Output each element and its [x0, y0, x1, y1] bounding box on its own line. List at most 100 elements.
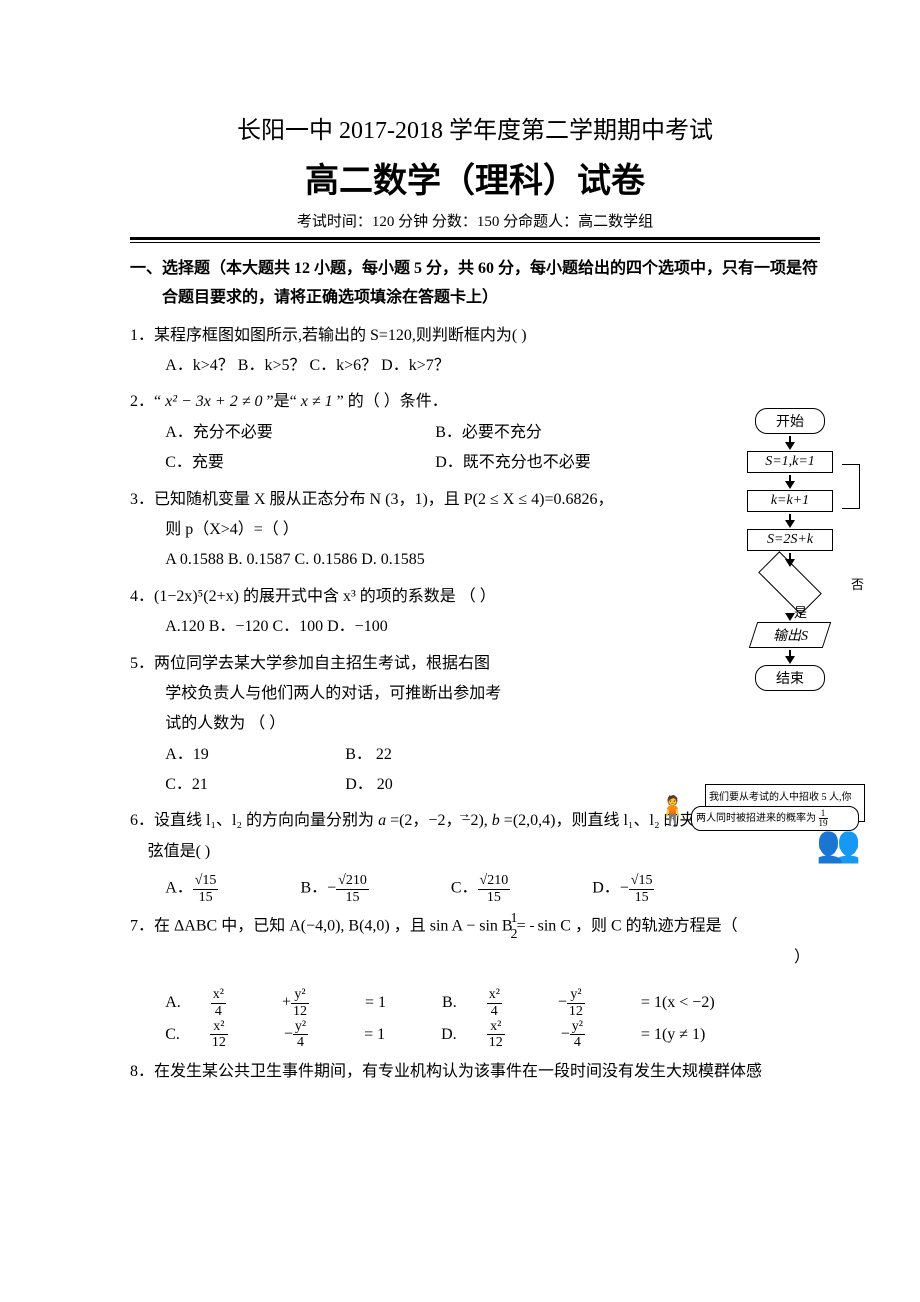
- question-2: 2．“ x² − 3x + 2 ≠ 0 ”是“ x ≠ 1 ” 的（ ）条件． …: [130, 387, 820, 478]
- q2-pre: 2．“: [130, 393, 161, 410]
- q6B-den: 15: [336, 890, 369, 905]
- q6-b: b: [492, 812, 500, 829]
- q7-l1b: sin C ，则 C 的轨迹方程是（: [538, 918, 738, 935]
- q7-optA: A. x²4 +y²12 = 1: [165, 987, 412, 1019]
- q6D-den: 15: [629, 890, 655, 905]
- question-8: 8．在发生某公共卫生事件期间，有专业机构认为该事件在一段时间没有发生大规模群体感: [130, 1057, 820, 1087]
- flowchart-output: 输出S: [749, 622, 831, 648]
- q7A-xd: 4: [211, 1004, 226, 1019]
- q1-stem: 1．某程序框图如图所示,若输出的 S=120,则判断框内为( ): [165, 321, 820, 351]
- flowchart-end: 结束: [755, 665, 825, 691]
- q6-optC: C．√21015: [451, 873, 562, 905]
- q6-optB: B．−√21015: [300, 873, 420, 905]
- q7-l1a: 7．在 ΔABC 中，已知 A(−4,0), B(4,0) ，且 sin A −…: [130, 918, 526, 935]
- question-5: 5．两位同学去某大学参加自主招生考试，根据右图 学校负责人与他们两人的对话，可推…: [130, 649, 820, 801]
- q7-close-paren: ）: [130, 943, 810, 973]
- q7A-xn: x²: [211, 987, 226, 1003]
- q7-frac-d: 2: [530, 927, 534, 942]
- q7D-yd: 4: [570, 1035, 585, 1050]
- question-7: 7．在 ΔABC 中，已知 A(−4,0), B(4,0) ，且 sin A −…: [130, 911, 820, 1051]
- q5-optB: B． 22: [345, 740, 392, 770]
- q5-l3: 试的人数为 （ ）: [165, 709, 820, 739]
- q6A-den: 15: [193, 890, 219, 905]
- arrow-icon: [785, 520, 795, 528]
- bubble2-text: 两人同时被招进来的概率为: [696, 813, 816, 824]
- q5-l2: 学校负责人与他们两人的对话，可推断出参加考: [165, 679, 820, 709]
- vector-b-icon: b: [492, 812, 500, 829]
- flowchart-output-text: 输出S: [773, 625, 808, 645]
- flowchart-step1: k=k+1: [747, 490, 833, 512]
- q5-optD: D． 20: [345, 770, 393, 800]
- q7C-yd: 4: [293, 1035, 308, 1050]
- q2-optD: D．既不充分也不必要: [435, 448, 591, 478]
- q7A-post: = 1: [365, 988, 386, 1018]
- q7B-yd: 12: [567, 1004, 585, 1019]
- q7-stem: 7．在 ΔABC 中，已知 A(−4,0), B(4,0) ，且 sin A −…: [165, 911, 820, 943]
- q6-optA: A．√1515: [165, 873, 270, 905]
- q7B-xn: x²: [487, 987, 502, 1003]
- q6C-num: √210: [478, 873, 511, 889]
- q7D-yn: y²: [570, 1019, 585, 1035]
- q7B-pre: B.: [442, 988, 457, 1018]
- q1-options: A．k>4？ B．k>5？ C．k>6？ D．k>7？: [165, 351, 820, 381]
- q4-stem: 4．(1−2x)⁵(2+x) 的展开式中含 x³ 的项的系数是 （ ）: [165, 582, 820, 612]
- q7D-xn: x²: [487, 1019, 505, 1035]
- q7-frac-n: 1: [530, 911, 534, 927]
- q7-optB: B. x²4 −y²12 = 1(x < −2): [442, 987, 741, 1019]
- flowchart-yes-label: 是: [794, 602, 807, 621]
- vector-a-icon: a: [378, 812, 386, 829]
- section-1-heading: 一、选择题（本大题共 12 小题，每小题 5 分，共 60 分，每小题给出的四个…: [162, 255, 820, 313]
- q6A-num: √15: [193, 873, 219, 889]
- q7D-pre: D.: [441, 1020, 457, 1050]
- flowchart-figure: 开始 S=1,k=1 k=k+1 S=2S+k 否 是 输出S 结束: [730, 408, 850, 693]
- q2-post: ” 的（ ）条件．: [337, 393, 448, 410]
- q6D-num: √15: [629, 873, 655, 889]
- flowchart-init: S=1,k=1: [747, 451, 833, 473]
- q6-a-val: =(2，−2，−2),: [390, 812, 488, 829]
- flowchart-step2: S=2S+k: [747, 529, 833, 551]
- q2-optB: B．必要不充分: [435, 418, 542, 448]
- q6B-num: √210: [336, 873, 369, 889]
- q7A-pre: A.: [165, 988, 181, 1018]
- q4-options: A.120 B．−120 C．100 D．−100: [165, 612, 820, 642]
- q7B-xd: 4: [487, 1004, 502, 1019]
- arrow-icon: [785, 442, 795, 450]
- flowchart-no-label: 否: [851, 574, 864, 593]
- q3-l1: 3．已知随机变量 X 服从正态分布 N (3，1)，且 P(2 ≤ X ≤ 4)…: [165, 485, 820, 515]
- person-right-icon: 👥: [816, 826, 861, 862]
- q6-a: a: [378, 812, 386, 829]
- q2-expr1: x² − 3x + 2 ≠ 0: [165, 393, 262, 410]
- q2-stem: 2．“ x² − 3x + 2 ≠ 0 ”是“ x ≠ 1 ” 的（ ）条件．: [165, 387, 820, 417]
- exam-meta: 考试时间：120 分钟 分数：150 分命题人：高二数学组: [130, 210, 820, 231]
- question-4: 4．(1−2x)⁵(2+x) 的展开式中含 x³ 的项的系数是 （ ） A.12…: [130, 582, 820, 643]
- flowchart-start: 开始: [755, 408, 825, 434]
- q7-optD: D. x²12 −y²4 = 1(y ≠ 1): [441, 1019, 731, 1051]
- q7C-pre: C.: [165, 1020, 180, 1050]
- q5-optA: A．19: [165, 740, 315, 770]
- arrow-icon: [785, 481, 795, 489]
- q7C-xd: 12: [210, 1035, 228, 1050]
- q3-l2: 则 p（X>4）=（ ）: [165, 515, 820, 545]
- arrow-icon: [785, 656, 795, 664]
- q2-optC: C．充要: [165, 448, 405, 478]
- question-1: 1．某程序框图如图所示,若输出的 S=120,则判断框内为( ) A．k>4？ …: [130, 321, 820, 382]
- q7D-post: = 1(y ≠ 1): [641, 1020, 705, 1050]
- school-title: 长阳一中 2017-2018 学年度第二学期期中考试: [130, 110, 820, 145]
- q7-optC: C. x²12 −y²4 = 1: [165, 1019, 411, 1051]
- q7B-yn: y²: [567, 987, 585, 1003]
- q6-pre: 6．设直线 l₁、l₂ 的方向向量分别为: [130, 812, 374, 829]
- q7C-xn: x²: [210, 1019, 228, 1035]
- q7B-post: = 1(x < −2): [641, 988, 715, 1018]
- person-left-icon: 🧍: [655, 798, 690, 826]
- q7A-yn: y²: [291, 987, 309, 1003]
- q5-optC: C．21: [165, 770, 315, 800]
- q2-expr2: x ≠ 1: [301, 393, 333, 410]
- q8-stem: 8．在发生某公共卫生事件期间，有专业机构认为该事件在一段时间没有发生大规模群体感: [165, 1057, 820, 1087]
- q2-options: A．充分不必要 B．必要不充分 C．充要 D．既不充分也不必要: [165, 418, 820, 479]
- q2-mid: ”是“: [266, 393, 296, 410]
- q7C-yn: y²: [293, 1019, 308, 1035]
- dialogue-figure: 我们要从考试的人中招收 5 人,你们 两人同时被招进来的概率为 119 🧍 👥: [655, 784, 865, 904]
- flowchart-loop-arrow-icon: [842, 464, 860, 509]
- question-3: 3．已知随机变量 X 服从正态分布 N (3，1)，且 P(2 ≤ X ≤ 4)…: [130, 485, 820, 576]
- q5-l1: 5．两位同学去某大学参加自主招生考试，根据右图: [165, 649, 820, 679]
